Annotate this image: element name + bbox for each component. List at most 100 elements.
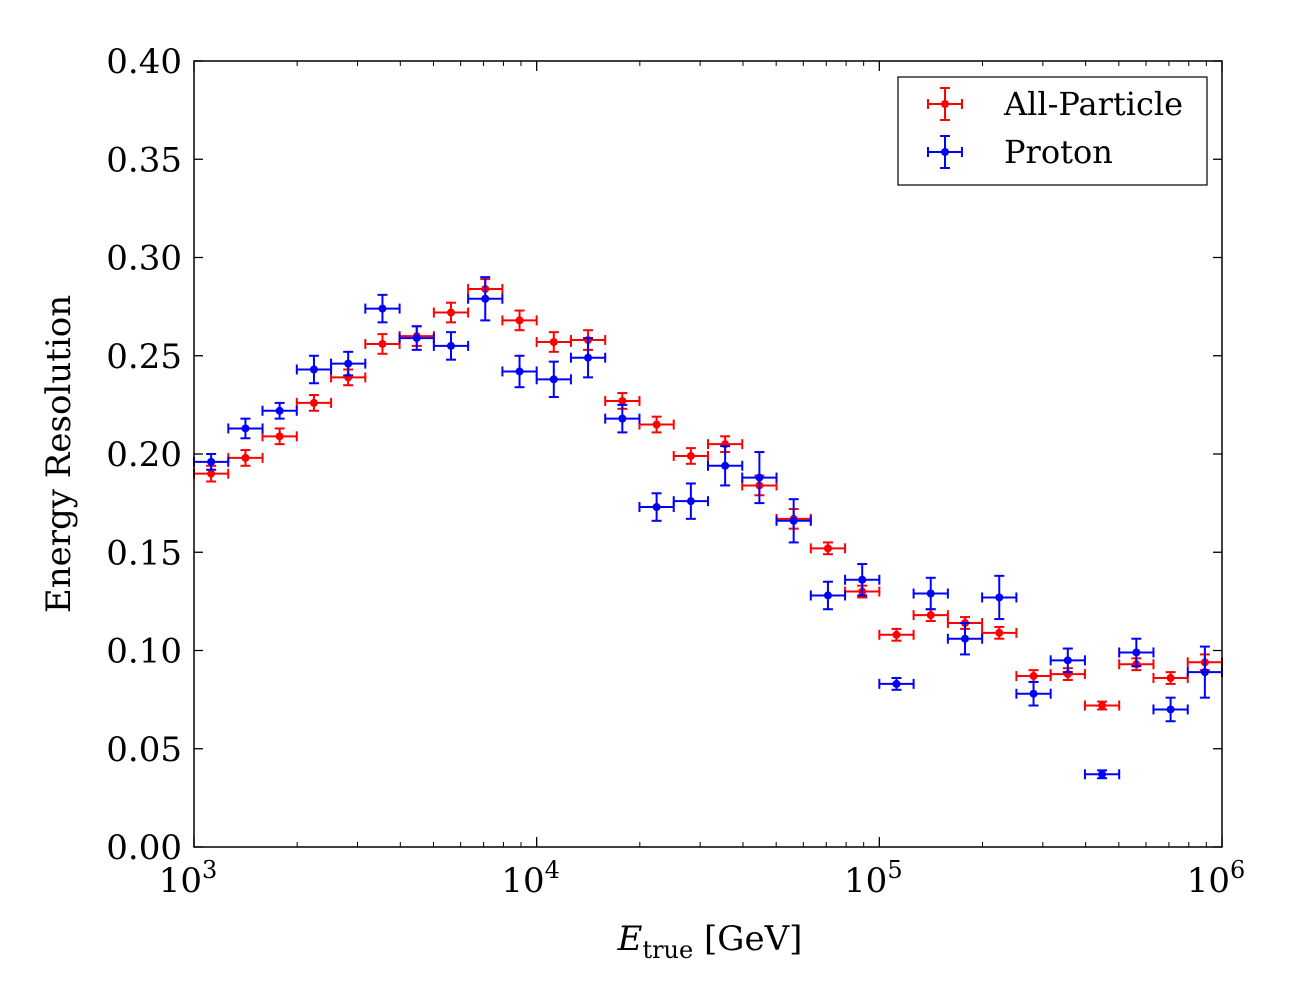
data-marker — [995, 628, 1004, 637]
data-point — [672, 482, 710, 520]
data-marker — [652, 503, 661, 512]
data-marker — [584, 353, 593, 362]
data-marker — [446, 341, 455, 350]
data-marker — [309, 398, 318, 407]
x-tick-label-base: 10 — [501, 861, 544, 901]
data-marker — [344, 359, 353, 368]
data-marker — [207, 469, 216, 478]
y-tick-label: 0.20 — [106, 435, 182, 475]
data-point — [878, 677, 915, 691]
x-axis-title-main: E — [617, 919, 643, 959]
data-point — [227, 449, 264, 467]
data-marker — [378, 304, 387, 313]
data-marker — [241, 453, 250, 462]
y-tick-label: 0.35 — [106, 140, 182, 180]
data-marker — [652, 420, 661, 429]
x-tick-label: 104 — [501, 856, 560, 901]
data-marker — [481, 294, 490, 303]
data-point — [946, 621, 984, 656]
data-marker — [275, 406, 284, 415]
x-axis-title: Etrue [GeV] — [617, 919, 803, 964]
data-marker — [755, 473, 764, 482]
data-point — [1186, 645, 1223, 699]
data-marker — [995, 593, 1004, 602]
x-tick-label-exponent: 6 — [1230, 856, 1245, 884]
data-point — [330, 350, 367, 377]
data-marker — [1166, 705, 1175, 714]
data-point — [1015, 669, 1052, 683]
data-point — [261, 427, 298, 446]
y-tick-label: 0.40 — [106, 42, 182, 82]
data-marker — [721, 461, 730, 470]
data-marker — [446, 308, 455, 317]
data-point — [535, 331, 572, 353]
x-tick-label-exponent: 5 — [887, 856, 902, 884]
data-marker — [823, 591, 832, 600]
x-tick-label-base: 10 — [844, 861, 887, 901]
data-marker — [823, 544, 832, 553]
y-tick-label: 0.05 — [106, 730, 182, 770]
data-point — [775, 498, 812, 544]
series-proton — [192, 276, 1223, 780]
data-marker — [618, 414, 627, 423]
data-marker — [858, 575, 867, 584]
data-point — [432, 301, 470, 324]
data-point — [1083, 769, 1121, 780]
data-point — [501, 354, 538, 389]
legend-swatch-marker — [941, 100, 949, 108]
data-marker — [1166, 674, 1175, 683]
y-tick-label: 0.00 — [106, 828, 182, 868]
data-marker — [1029, 689, 1038, 698]
x-tick-label-base: 10 — [1187, 861, 1230, 901]
data-marker — [412, 334, 421, 343]
data-point — [535, 360, 572, 399]
x-tick-label: 103 — [159, 856, 218, 901]
series-all-particle — [192, 278, 1223, 711]
data-point — [912, 576, 949, 611]
data-marker — [1029, 672, 1038, 681]
data-point — [878, 627, 915, 642]
data-point — [981, 574, 1018, 621]
data-point — [809, 541, 847, 556]
x-tick-label-exponent: 4 — [545, 856, 560, 884]
x-tick-label: 106 — [1187, 856, 1246, 901]
data-point — [364, 333, 401, 355]
data-marker — [378, 339, 387, 348]
x-axis-title-subscript: true — [642, 936, 693, 964]
data-marker — [1063, 656, 1072, 665]
data-point — [1083, 700, 1121, 711]
data-marker — [892, 630, 901, 639]
y-tick-label: 0.10 — [106, 632, 182, 672]
data-point — [844, 563, 881, 597]
x-axis-title-unit: [GeV] — [693, 919, 802, 959]
x-tick-label: 105 — [844, 856, 903, 901]
data-marker — [926, 589, 935, 598]
data-point — [638, 492, 675, 522]
legend-label: All-Particle — [1003, 85, 1183, 123]
data-point — [1118, 637, 1155, 668]
data-marker — [515, 316, 524, 325]
data-marker — [1098, 701, 1107, 710]
data-point — [1152, 696, 1189, 723]
legend: All-Particle Proton — [897, 76, 1208, 186]
x-tick-label-base: 10 — [159, 861, 202, 901]
data-marker — [241, 424, 250, 433]
data-point — [295, 354, 333, 385]
legend-item-all-particle: All-Particle — [927, 85, 1183, 123]
data-point — [501, 309, 538, 332]
data-point — [467, 276, 504, 322]
data-marker — [686, 451, 695, 460]
data-point — [364, 293, 401, 324]
data-marker — [275, 432, 284, 441]
y-tick-label: 0.30 — [106, 239, 182, 279]
data-marker — [686, 497, 695, 506]
data-point — [981, 625, 1018, 640]
data-marker — [549, 375, 558, 384]
x-tick-label-exponent: 3 — [202, 856, 217, 884]
data-point — [604, 403, 641, 434]
data-point — [912, 608, 949, 623]
data-marker — [549, 337, 558, 346]
y-tick-label: 0.15 — [106, 533, 182, 573]
data-marker — [1200, 668, 1209, 677]
